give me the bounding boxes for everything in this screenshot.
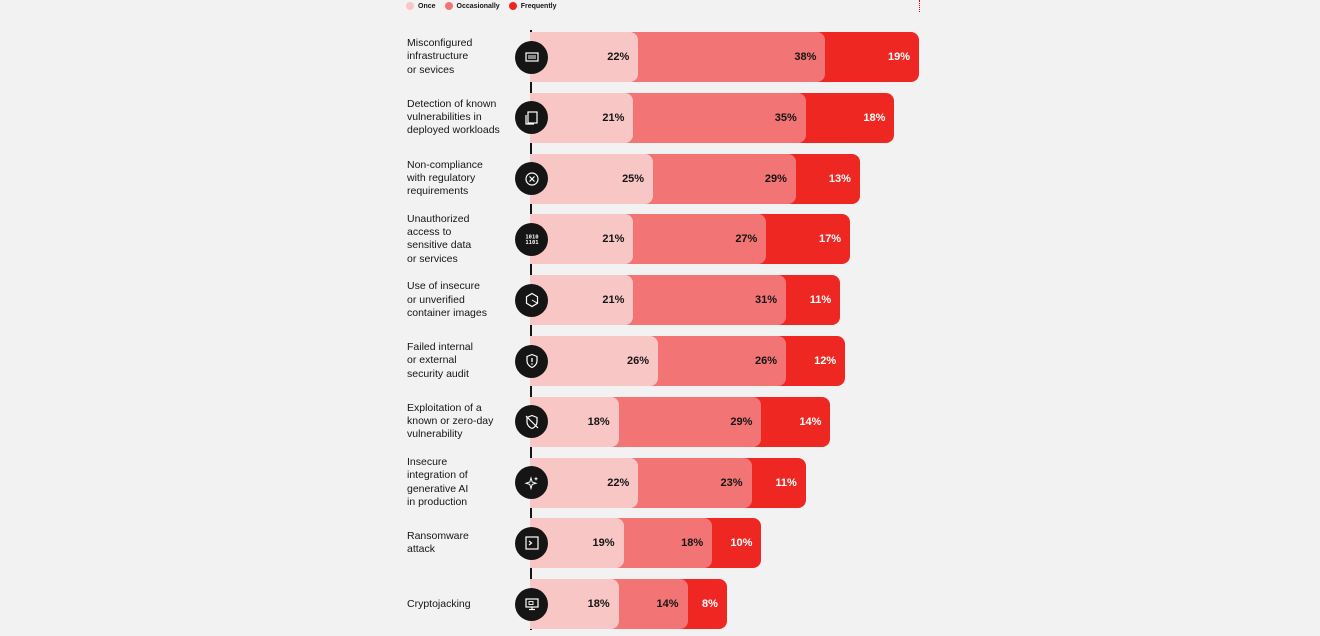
- bar-segment-once: 26%: [530, 336, 659, 386]
- category-label-line: Non-compliance: [407, 158, 483, 171]
- category-label-line: or sevices: [407, 63, 455, 76]
- category-label-line: Exploitation of a: [407, 401, 482, 414]
- category-label: Failed internal or external security audit: [407, 336, 515, 386]
- bar-segment-once: 22%: [530, 32, 639, 82]
- category-label-line: Use of insecure: [407, 280, 480, 293]
- category-label-line: deployed workloads: [407, 124, 500, 137]
- svg-text:1101: 1101: [525, 240, 539, 246]
- category-label: Detection of known vulnerabilities in depl…: [407, 93, 515, 143]
- legend-item-once: Once: [406, 2, 436, 10]
- data-label: 25%: [622, 172, 645, 185]
- category-label-line: Misconfigured: [407, 37, 473, 50]
- legend-swatch: [508, 2, 517, 10]
- data-label: 26%: [626, 355, 650, 367]
- category-label: Cryptojacking: [407, 579, 515, 629]
- data-label: 17%: [819, 233, 842, 246]
- legend-label: Occasionally: [456, 2, 500, 10]
- category-label: Non-compliance with regulatory requirement…: [407, 154, 515, 204]
- data-label: 18%: [587, 598, 610, 611]
- category-label-line: or unverified: [407, 293, 465, 306]
- data-label: 21%: [602, 233, 625, 246]
- legend: Once Occasionally Frequently: [406, 2, 566, 10]
- hexagon-container-icon: [515, 283, 548, 317]
- data-label: 21%: [602, 294, 625, 307]
- data-label: 29%: [730, 415, 753, 428]
- data-label: 26%: [755, 355, 778, 367]
- legend-label: Frequently: [520, 2, 557, 10]
- bar-segment-once: 22%: [530, 457, 639, 508]
- category-label-line: Insecure: [407, 456, 448, 468]
- category-label-line: requirements: [407, 185, 469, 198]
- category-label-line: infrastructure: [407, 50, 469, 63]
- category-label: Use of insecure or unverified container im…: [407, 275, 515, 325]
- legend-swatch: [444, 2, 453, 10]
- data-label: 18%: [587, 415, 610, 428]
- data-label: 11%: [809, 294, 832, 307]
- category-label-line: or external: [407, 354, 457, 367]
- data-label: 14%: [799, 415, 822, 428]
- data-label: 19%: [592, 537, 615, 550]
- data-label: 14%: [656, 598, 679, 611]
- data-label: 29%: [764, 172, 787, 185]
- svg-text:1010: 1010: [525, 235, 538, 241]
- legend-swatch: [406, 2, 414, 10]
- data-label: 18%: [681, 537, 704, 550]
- monitor-icon: [515, 587, 548, 621]
- data-label: 22%: [607, 51, 630, 63]
- bar-segment-once: 25%: [530, 153, 654, 204]
- data-label: 35%: [774, 111, 797, 124]
- data-label: 27%: [735, 233, 758, 246]
- data-label: 31%: [755, 294, 778, 307]
- category-label-line: generative AI: [407, 482, 469, 495]
- document-stack-icon: [515, 101, 548, 135]
- data-label: 10%: [730, 537, 753, 550]
- category-label: Misconfigured infrastructure or sevices: [407, 32, 515, 82]
- data-label: 22%: [607, 476, 630, 489]
- data-label: 8%: [702, 598, 718, 611]
- data-label: 11%: [775, 476, 797, 489]
- category-label-line: Failed internal: [407, 341, 473, 354]
- x-circle-icon: [515, 162, 548, 196]
- category-label: Exploitation of a known or zero-day vulner…: [407, 397, 515, 447]
- sparkles-icon: [515, 466, 548, 500]
- category-label: Insecure integration of generative AI in pr…: [407, 456, 515, 508]
- category-label-line: Ransomware: [407, 530, 469, 543]
- server-rack-icon: [515, 40, 548, 74]
- data-label: 19%: [887, 51, 910, 63]
- category-label-line: in production: [407, 495, 468, 508]
- data-label: 38%: [794, 51, 817, 63]
- category-label-line: or services: [407, 252, 458, 265]
- category-label-line: attack: [407, 543, 436, 556]
- category-label-line: access to: [407, 226, 452, 239]
- data-label: 18%: [863, 111, 886, 124]
- category-label: Unauthorized access to sensitive data or se…: [407, 212, 515, 265]
- category-label-line: Cryptojacking: [407, 597, 471, 610]
- reference-dotted-line: [919, 0, 920, 12]
- legend-item-frequently: Frequently: [508, 2, 557, 10]
- shield-slash-icon: [515, 405, 548, 439]
- category-label-line: security audit: [407, 367, 469, 380]
- category-label-line: Detection of known: [407, 97, 497, 110]
- chart-axis-line: [530, 30, 532, 630]
- data-label: 21%: [602, 111, 625, 124]
- category-label-line: integration of: [407, 469, 468, 482]
- category-label: Ransomware attack: [407, 518, 515, 568]
- category-label-line: with regulatory: [407, 171, 476, 184]
- shield-alert-icon: [515, 344, 548, 378]
- data-label: 13%: [828, 172, 851, 185]
- legend-label: Once: [418, 2, 436, 10]
- category-label-line: container images: [407, 306, 487, 319]
- data-label: 23%: [720, 476, 743, 489]
- binary-code-icon: 1010 1101: [515, 222, 548, 256]
- legend-item-occasionally: Occasionally: [444, 2, 500, 10]
- category-label-line: sensitive data: [407, 239, 472, 252]
- terminal-icon: [515, 526, 548, 560]
- category-label-line: Unauthorized: [407, 212, 470, 225]
- category-label-line: known or zero-day: [407, 415, 494, 428]
- category-label-line: vulnerability: [407, 428, 463, 441]
- data-label: 12%: [814, 355, 837, 367]
- category-label-line: vulnerabilities in: [407, 111, 482, 124]
